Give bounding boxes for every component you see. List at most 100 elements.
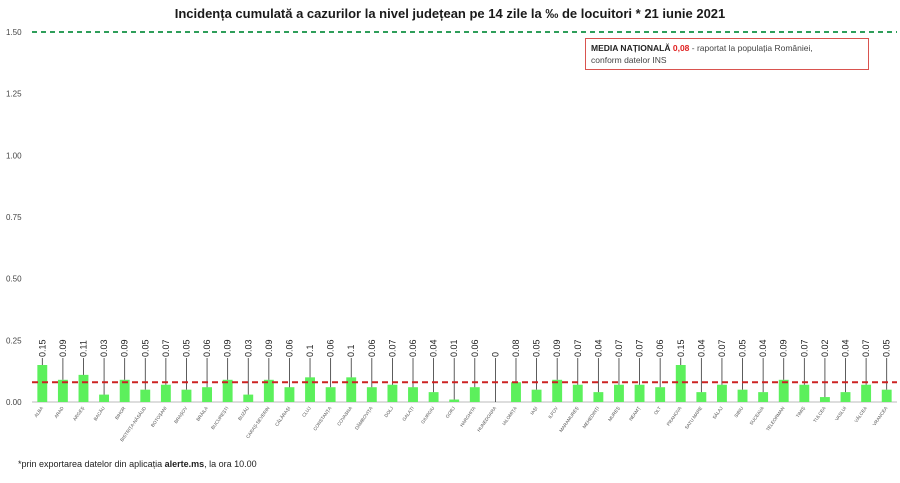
data-label: 0.05: [181, 339, 191, 357]
bar: [511, 382, 521, 402]
bar: [387, 384, 398, 402]
data-label: 0.08: [511, 339, 521, 357]
category-label: DÂMBOVIȚA: [353, 404, 374, 430]
data-label: 0.06: [326, 339, 336, 357]
bar: [819, 397, 830, 402]
category-label: VRANCEA: [872, 405, 889, 427]
y-tick-label: 0.00: [6, 398, 22, 407]
data-label: 0.07: [635, 339, 645, 357]
bar: [737, 389, 748, 402]
category-label: BRAȘOV: [173, 405, 189, 424]
y-tick-label: 1.00: [6, 151, 22, 160]
footnote-source: alerte.ms: [164, 459, 205, 469]
category-label: BRĂILA: [195, 404, 210, 422]
data-label: 0.04: [758, 339, 768, 357]
bar: [799, 384, 810, 402]
category-label: COVASNA: [336, 405, 353, 427]
category-label: BUZĂU: [236, 405, 250, 421]
bar: [861, 384, 872, 402]
category-label: ARGEȘ: [72, 406, 85, 422]
category-label: CLUJ: [301, 406, 312, 418]
bar: [778, 379, 789, 402]
data-label: 0.09: [120, 339, 130, 357]
y-tick-label: 1.50: [6, 28, 22, 37]
bar: [428, 392, 439, 402]
y-tick-label: 0.25: [6, 336, 22, 345]
category-label: CARAȘ-SEVERIN: [245, 406, 271, 440]
y-tick-label: 0.75: [6, 213, 22, 222]
y-tick-label: 1.25: [6, 90, 22, 99]
data-label: 0.06: [284, 339, 294, 357]
category-label: TIMIȘ: [795, 406, 806, 419]
data-label: 0.09: [58, 339, 68, 357]
category-label: BIHOR: [114, 405, 127, 420]
data-label: 0.07: [573, 339, 583, 357]
data-label: 0.06: [367, 339, 377, 357]
category-label: ILFOV: [547, 405, 559, 420]
data-label: 0.07: [387, 339, 397, 357]
data-label: 0.09: [779, 339, 789, 357]
bar: [346, 377, 357, 402]
bar: [160, 384, 171, 402]
legend-label: MEDIA NAȚIONALĂ: [591, 43, 671, 53]
bar: [675, 365, 686, 402]
data-label: 0.09: [264, 339, 274, 357]
data-label: 0.05: [140, 339, 150, 357]
bar: [263, 379, 274, 402]
category-label: VASLUI: [834, 406, 847, 422]
bar: [572, 384, 583, 402]
category-label: GIURGIU: [420, 406, 435, 425]
legend-text: - raportat la populația României,: [689, 43, 813, 53]
data-label: 0.1: [305, 344, 315, 357]
bar: [366, 387, 377, 402]
data-label: 0.04: [696, 339, 706, 357]
bar: [57, 379, 68, 402]
bar: [99, 394, 110, 402]
data-label: 0.03: [99, 339, 109, 357]
bar: [696, 392, 707, 402]
bar: [119, 379, 130, 402]
data-label: 0.06: [408, 339, 418, 357]
category-label: VÂLCEA: [853, 404, 869, 423]
data-label: 0.07: [161, 339, 171, 357]
bar: [181, 389, 192, 402]
data-label: 0: [490, 352, 500, 357]
bar: [614, 384, 624, 402]
data-label: 0.06: [202, 339, 212, 357]
data-label: 0.03: [243, 339, 253, 357]
data-label: 0.09: [552, 339, 562, 357]
category-label: SUCEAVA: [749, 405, 766, 426]
category-label: ARAD: [53, 405, 65, 419]
bar: [305, 377, 315, 402]
data-label: 0.15: [676, 339, 686, 357]
bar: [408, 387, 418, 402]
category-label: GALAȚI: [401, 406, 414, 422]
category-label: CONSTANȚA: [312, 405, 333, 432]
category-label: NEAMȚ: [628, 406, 641, 422]
data-label: 0.06: [470, 339, 480, 357]
data-label: 0.1: [346, 344, 356, 357]
category-label: MEHEDINȚI: [582, 406, 601, 430]
data-label: 0.15: [37, 339, 47, 357]
category-label: SIBIU: [733, 406, 744, 419]
data-label: 0.11: [78, 340, 88, 357]
footnote: *prin exportarea datelor din aplicația a…: [18, 459, 257, 469]
data-label: 0.05: [738, 339, 748, 357]
bar: [655, 387, 666, 402]
bar: [140, 389, 151, 402]
category-label: MUREȘ: [607, 406, 621, 422]
legend-text-line2: conform datelor INS: [591, 55, 667, 65]
data-label: 0.07: [614, 339, 624, 357]
bar: [78, 374, 89, 402]
bar: [531, 389, 542, 402]
category-label: BACĂU: [92, 405, 106, 421]
footnote-suffix: , la ora 10.00: [204, 459, 257, 469]
category-label: BOTOȘANI: [150, 406, 168, 428]
data-label: 0.09: [223, 339, 233, 357]
category-label: IALOMIȚA: [501, 405, 518, 426]
category-label: DOLJ: [383, 406, 394, 418]
data-label: 0.04: [429, 339, 439, 357]
bar: [202, 387, 213, 402]
chart-title: Incidența cumulată a cazurilor la nivel …: [174, 6, 726, 21]
